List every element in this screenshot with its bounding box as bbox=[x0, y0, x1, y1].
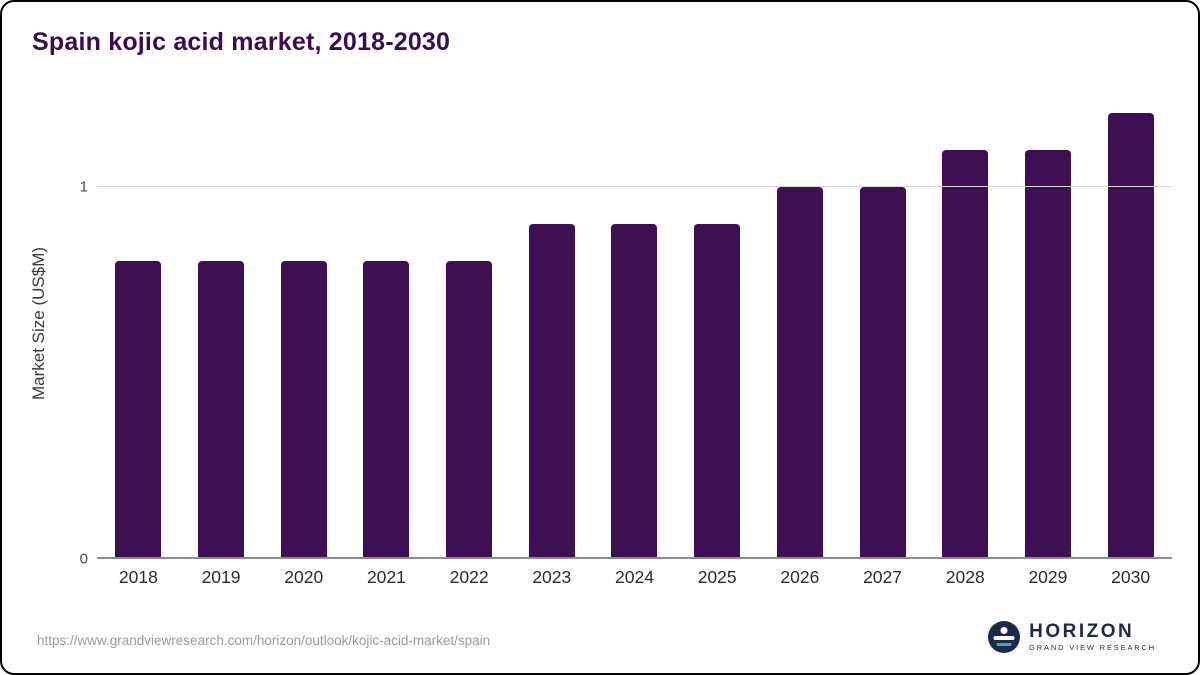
plot-area bbox=[97, 87, 1172, 559]
bar-column-2027 bbox=[841, 87, 924, 557]
bar-column-2020 bbox=[262, 87, 345, 557]
y-axis-label: Market Size (US$M) bbox=[29, 246, 48, 400]
bar-2020 bbox=[280, 260, 327, 557]
gridline-y-1 bbox=[97, 185, 1172, 187]
logo-subtitle: GRAND VIEW RESEARCH bbox=[1029, 643, 1156, 653]
y-tick-0: 0 bbox=[79, 550, 88, 568]
bar-2024 bbox=[611, 223, 658, 557]
bar-series bbox=[97, 87, 1172, 557]
bar-2019 bbox=[198, 260, 245, 557]
bar-column-2028 bbox=[924, 87, 1007, 557]
bar-2021 bbox=[363, 260, 410, 557]
x-tick-2025: 2025 bbox=[697, 567, 737, 587]
bar-column-2019 bbox=[180, 87, 263, 557]
y-tick-1: 1 bbox=[79, 178, 88, 196]
bar-2029 bbox=[1024, 149, 1071, 557]
bar-2018 bbox=[115, 260, 162, 557]
x-tick-2026: 2026 bbox=[780, 567, 820, 587]
x-tick-2023: 2023 bbox=[532, 567, 572, 587]
x-tick-2029: 2029 bbox=[1028, 567, 1068, 587]
horizon-logo: HORIZON GRAND VIEW RESEARCH bbox=[988, 621, 1156, 653]
logo-dot bbox=[1000, 627, 1008, 634]
bar-column-2023 bbox=[510, 87, 593, 557]
logo-text: HORIZON GRAND VIEW RESEARCH bbox=[1029, 620, 1156, 653]
bar-2028 bbox=[942, 149, 989, 557]
chart-title: Spain kojic acid market, 2018-2030 bbox=[32, 28, 451, 56]
source-url: https://www.grandviewresearch.com/horizo… bbox=[37, 633, 491, 648]
x-tick-2022: 2022 bbox=[449, 567, 489, 587]
logo-stripe bbox=[993, 636, 1015, 640]
bar-column-2026 bbox=[759, 87, 842, 557]
logo-title: HORIZON bbox=[1029, 620, 1135, 642]
x-tick-2030: 2030 bbox=[1111, 567, 1151, 587]
bar-2023 bbox=[528, 223, 575, 557]
bar-2025 bbox=[694, 223, 741, 557]
x-tick-2021: 2021 bbox=[366, 567, 406, 587]
bar-column-2030 bbox=[1089, 87, 1172, 557]
bar-column-2021 bbox=[345, 87, 428, 557]
bar-column-2022 bbox=[428, 87, 511, 557]
bar-column-2024 bbox=[593, 87, 676, 557]
bar-2027 bbox=[859, 186, 906, 557]
x-axis-labels: 2018 2019 2020 2021 2022 2023 2024 2025 2026 2027… bbox=[97, 567, 1172, 588]
bar-2022 bbox=[446, 260, 493, 557]
bar-column-2018 bbox=[97, 87, 180, 557]
x-tick-2019: 2019 bbox=[201, 567, 241, 587]
horizon-logo-icon bbox=[988, 621, 1021, 653]
bar-column-2025 bbox=[676, 87, 759, 557]
x-tick-2028: 2028 bbox=[945, 567, 985, 587]
x-tick-2027: 2027 bbox=[863, 567, 902, 587]
x-tick-2024: 2024 bbox=[615, 567, 654, 587]
bar-column-2029 bbox=[1007, 87, 1090, 557]
bar-2030 bbox=[1107, 112, 1154, 557]
logo-lower-stripe bbox=[996, 643, 1012, 646]
x-tick-2020: 2020 bbox=[284, 567, 324, 587]
bar-2026 bbox=[776, 186, 823, 557]
x-tick-2018: 2018 bbox=[118, 567, 158, 587]
